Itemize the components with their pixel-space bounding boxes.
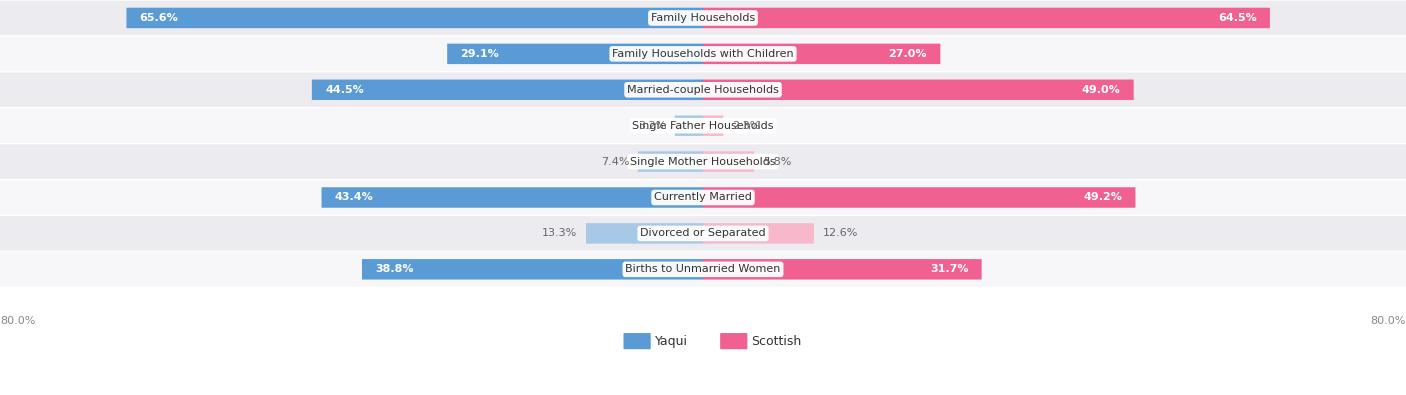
Text: 29.1%: 29.1% <box>461 49 499 59</box>
FancyBboxPatch shape <box>703 187 1136 208</box>
FancyBboxPatch shape <box>0 1 1406 35</box>
FancyBboxPatch shape <box>127 8 703 28</box>
FancyBboxPatch shape <box>0 73 1406 107</box>
Text: 49.0%: 49.0% <box>1081 85 1121 95</box>
Text: 12.6%: 12.6% <box>823 228 858 239</box>
FancyBboxPatch shape <box>703 8 1270 28</box>
FancyBboxPatch shape <box>586 223 703 244</box>
Text: 80.0%: 80.0% <box>1371 316 1406 326</box>
Text: Yaqui: Yaqui <box>655 335 688 348</box>
FancyBboxPatch shape <box>361 259 703 280</box>
Text: Divorced or Separated: Divorced or Separated <box>640 228 766 239</box>
Text: 27.0%: 27.0% <box>889 49 927 59</box>
Text: 2.3%: 2.3% <box>733 121 761 131</box>
FancyBboxPatch shape <box>0 37 1406 71</box>
FancyBboxPatch shape <box>0 180 1406 215</box>
FancyBboxPatch shape <box>0 252 1406 286</box>
Text: 13.3%: 13.3% <box>543 228 578 239</box>
FancyBboxPatch shape <box>312 79 703 100</box>
FancyBboxPatch shape <box>703 259 981 280</box>
Text: 38.8%: 38.8% <box>375 264 413 274</box>
Text: Scottish: Scottish <box>751 335 801 348</box>
FancyBboxPatch shape <box>675 115 703 136</box>
Text: 5.8%: 5.8% <box>762 156 792 167</box>
FancyBboxPatch shape <box>0 216 1406 251</box>
FancyBboxPatch shape <box>447 43 703 64</box>
Text: 80.0%: 80.0% <box>0 316 35 326</box>
Text: Single Father Households: Single Father Households <box>633 121 773 131</box>
Text: 43.4%: 43.4% <box>335 192 374 203</box>
FancyBboxPatch shape <box>703 79 1133 100</box>
Text: Married-couple Households: Married-couple Households <box>627 85 779 95</box>
FancyBboxPatch shape <box>0 109 1406 143</box>
Text: 3.2%: 3.2% <box>638 121 666 131</box>
FancyBboxPatch shape <box>720 333 748 349</box>
FancyBboxPatch shape <box>0 144 1406 179</box>
Text: Family Households: Family Households <box>651 13 755 23</box>
Text: Single Mother Households: Single Mother Households <box>630 156 776 167</box>
FancyBboxPatch shape <box>638 151 703 172</box>
Text: Currently Married: Currently Married <box>654 192 752 203</box>
FancyBboxPatch shape <box>703 151 754 172</box>
FancyBboxPatch shape <box>703 223 814 244</box>
Text: 44.5%: 44.5% <box>325 85 364 95</box>
Text: 65.6%: 65.6% <box>139 13 179 23</box>
Text: 31.7%: 31.7% <box>929 264 969 274</box>
Text: 7.4%: 7.4% <box>600 156 630 167</box>
FancyBboxPatch shape <box>623 333 651 349</box>
Text: Family Households with Children: Family Households with Children <box>612 49 794 59</box>
FancyBboxPatch shape <box>703 43 941 64</box>
Text: 49.2%: 49.2% <box>1083 192 1122 203</box>
Text: Births to Unmarried Women: Births to Unmarried Women <box>626 264 780 274</box>
FancyBboxPatch shape <box>322 187 703 208</box>
Text: 64.5%: 64.5% <box>1218 13 1257 23</box>
FancyBboxPatch shape <box>703 115 723 136</box>
